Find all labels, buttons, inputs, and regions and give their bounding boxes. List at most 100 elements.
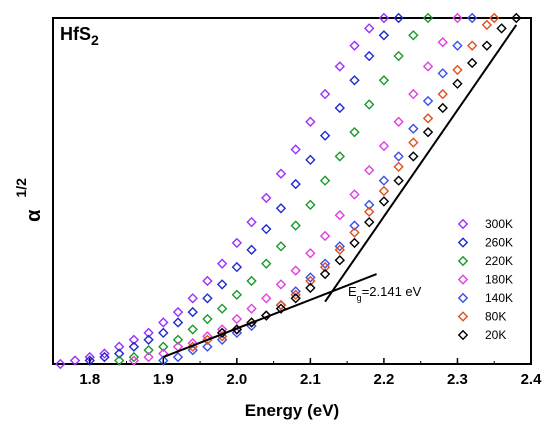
annotation-symbol: E — [348, 284, 357, 299]
data-point — [128, 341, 140, 352]
x-tick-label: 2.2 — [373, 371, 394, 388]
data-point — [290, 220, 301, 231]
series-220K — [113, 12, 434, 366]
data-point — [364, 99, 375, 110]
data-point — [393, 151, 404, 162]
data-point — [84, 355, 95, 366]
data-point — [290, 286, 301, 297]
data-point — [408, 30, 419, 41]
data-point — [364, 199, 375, 211]
data-point — [422, 12, 434, 24]
data-point — [408, 123, 419, 134]
data-point — [334, 255, 345, 266]
data-point — [275, 303, 287, 314]
legend-label: 260K — [485, 236, 513, 250]
data-point — [261, 258, 272, 269]
data-point — [99, 351, 110, 363]
data-point — [496, 23, 507, 34]
data-point — [172, 351, 184, 363]
data-point — [216, 279, 228, 290]
legend-label: 300K — [485, 217, 513, 231]
x-tick-label: 1.9 — [153, 371, 174, 388]
data-point — [290, 265, 301, 276]
data-point — [305, 154, 316, 166]
data-point — [216, 327, 228, 339]
x-tick-label: 2.0 — [226, 371, 247, 388]
data-point — [349, 75, 360, 86]
data-point — [290, 289, 301, 300]
data-point — [452, 12, 463, 24]
x-tick-label: 2.1 — [300, 371, 321, 388]
data-point — [290, 144, 301, 155]
data-point — [319, 268, 331, 280]
legend-label: 80K — [485, 310, 506, 324]
data-point — [128, 355, 140, 366]
data-point — [113, 348, 125, 359]
data-point — [261, 223, 272, 235]
data-point — [216, 258, 228, 269]
fit-line — [324, 24, 518, 303]
series-180K — [128, 12, 463, 366]
chart-title-subscript: 2 — [91, 32, 99, 48]
data-point — [422, 95, 434, 107]
data-point — [246, 244, 257, 256]
data-point — [378, 175, 390, 186]
annotation-subscript: g — [357, 293, 362, 303]
data-point — [231, 289, 243, 300]
data-point — [202, 313, 213, 325]
data-point — [378, 140, 390, 152]
data-point — [349, 189, 360, 200]
x-tick-label: 2.3 — [447, 371, 468, 388]
x-tick-label: 2.4 — [521, 371, 543, 388]
data-point — [261, 310, 272, 321]
chart-title-main: HfS — [60, 24, 91, 44]
x-tick-label: 1.8 — [79, 371, 100, 388]
data-point — [393, 161, 404, 172]
data-point — [408, 88, 419, 100]
data-point — [349, 126, 360, 138]
data-point — [481, 19, 493, 31]
series-260K — [84, 12, 404, 366]
data-point — [246, 275, 257, 287]
data-point — [172, 334, 184, 345]
x-axis-title: Energy (eV) — [245, 401, 339, 420]
data-point — [202, 293, 213, 304]
data-point — [319, 88, 331, 100]
data-point — [231, 261, 243, 273]
legend-label: 180K — [485, 273, 513, 287]
legend: 300K 260K 220K 180K 140K 80K 20K — [457, 217, 513, 342]
data-point — [349, 237, 360, 249]
legend-label: 140K — [485, 291, 513, 305]
series-300K — [55, 12, 390, 370]
data-point — [393, 50, 404, 62]
data-point — [334, 241, 345, 252]
data-point — [437, 37, 448, 48]
data-point — [378, 30, 390, 41]
data-point — [113, 355, 125, 366]
data-point — [378, 196, 390, 207]
data-point — [128, 351, 140, 363]
data-point — [187, 324, 198, 335]
data-point — [511, 12, 522, 24]
data-point — [261, 293, 272, 304]
data-point — [334, 210, 345, 221]
data-point — [437, 68, 448, 79]
data-point — [452, 78, 463, 89]
data-point — [408, 151, 419, 162]
data-point — [187, 306, 198, 318]
data-point — [128, 334, 140, 345]
data-point — [452, 40, 463, 51]
y-axis-title: α 1/2 — [13, 178, 45, 222]
data-point — [158, 341, 169, 352]
data-point — [275, 279, 287, 290]
data-point — [275, 299, 287, 311]
series-20K — [216, 12, 522, 339]
data-point — [172, 317, 184, 328]
data-point — [143, 344, 154, 356]
plot-frame — [52, 17, 532, 365]
data-point — [349, 227, 360, 238]
data-point — [305, 275, 316, 287]
data-point — [305, 282, 316, 294]
data-point — [393, 116, 404, 127]
data-point — [231, 237, 243, 249]
